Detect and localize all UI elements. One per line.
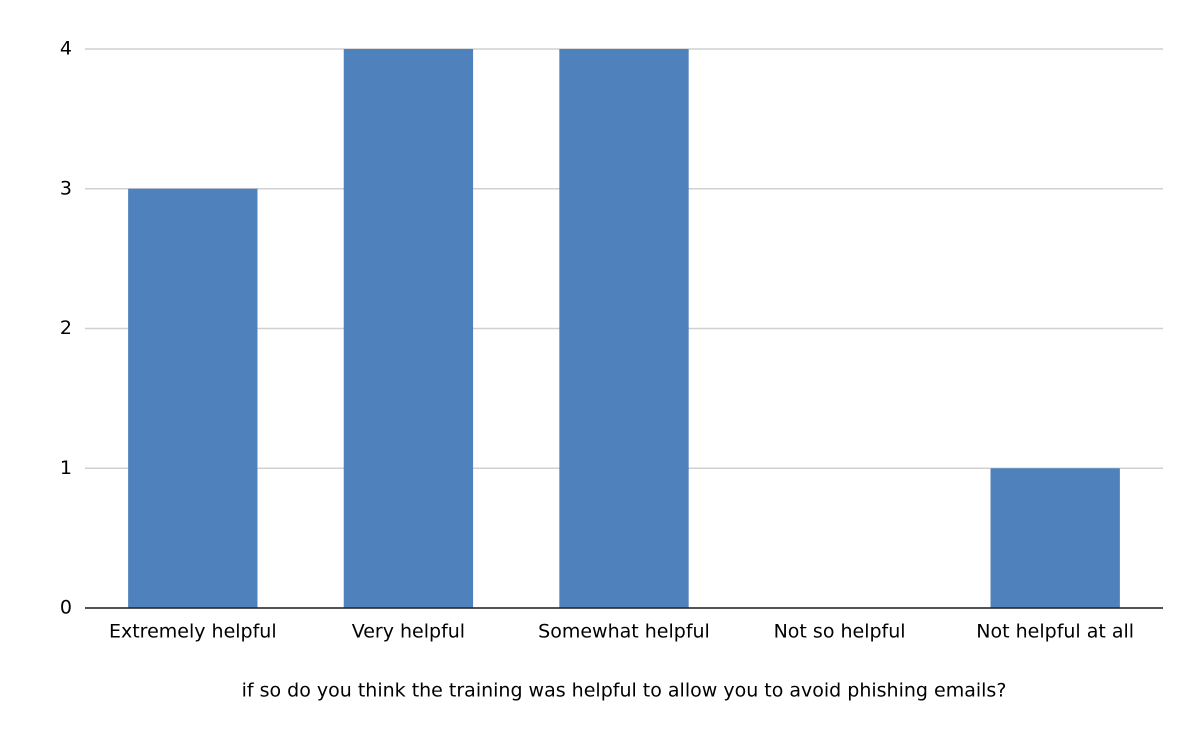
bar	[343, 49, 474, 608]
x-tick-label: Extremely helpful	[109, 621, 277, 643]
y-tick-label: 0	[60, 597, 72, 619]
bar	[128, 188, 258, 608]
bar	[559, 49, 689, 608]
y-tick-label: 2	[60, 317, 72, 339]
y-tick-label: 4	[60, 38, 72, 60]
bar	[990, 468, 1120, 608]
x-tick-label: Not so helpful	[774, 621, 906, 643]
x-tick-label: Not helpful at all	[976, 621, 1134, 643]
x-tick-label: Somewhat helpful	[538, 621, 710, 643]
x-tick-label: Very helpful	[352, 621, 465, 643]
y-tick-label: 1	[60, 457, 72, 479]
y-tick-label: 3	[60, 177, 72, 199]
x-axis-label: if so do you think the training was help…	[242, 680, 1007, 702]
